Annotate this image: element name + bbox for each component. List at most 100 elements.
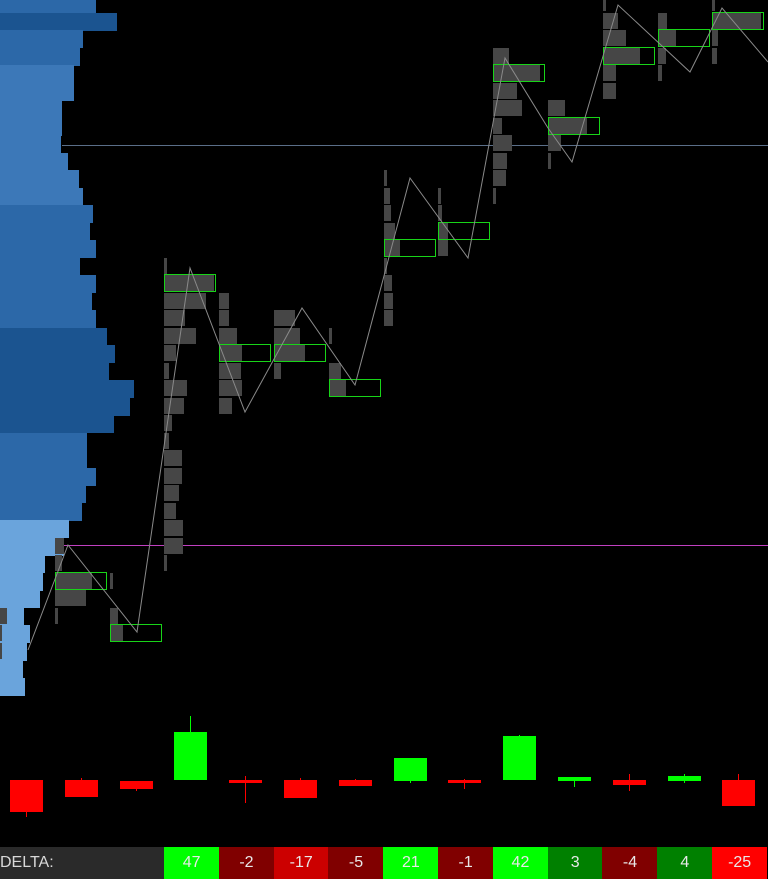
volume-bar xyxy=(219,380,243,396)
profile-bar xyxy=(0,537,64,556)
volume-bar xyxy=(383,257,387,274)
volume-bar xyxy=(712,30,718,46)
volume-bar xyxy=(657,65,662,81)
volume-bar xyxy=(54,555,63,571)
volume-bar xyxy=(109,607,119,624)
volume-bar xyxy=(438,205,442,221)
volume-bar xyxy=(164,555,168,571)
volume-bar xyxy=(602,47,641,64)
volume-bar xyxy=(274,310,295,326)
profile-bar xyxy=(0,12,117,31)
volume-bar xyxy=(328,327,332,344)
profile-bar xyxy=(0,450,87,468)
volume-bar xyxy=(164,520,184,536)
down-candle xyxy=(722,780,756,806)
volume-bar xyxy=(602,65,616,81)
profile-bar xyxy=(0,677,25,696)
volume-bar xyxy=(54,607,58,624)
volume-bar xyxy=(548,117,587,134)
volume-bar xyxy=(493,152,508,169)
poc-highlight xyxy=(274,344,326,362)
poc-highlight xyxy=(219,344,272,362)
profile-bar xyxy=(0,502,82,521)
profile-bar xyxy=(0,397,130,416)
volume-bar xyxy=(712,0,716,11)
poc-highlight xyxy=(54,571,107,590)
profile-bar xyxy=(0,642,27,661)
volume-bar xyxy=(0,607,7,624)
profile-bar xyxy=(0,520,69,538)
up-candle xyxy=(174,732,208,780)
poc-highlight xyxy=(109,624,162,642)
down-candle xyxy=(338,780,372,786)
profile-bar xyxy=(0,555,45,573)
profile-bar xyxy=(0,170,79,188)
delta-value: 21 xyxy=(383,847,439,879)
volume-bar xyxy=(219,310,230,326)
volume-bar xyxy=(164,362,169,379)
profile-bar xyxy=(0,240,96,258)
volume-bar xyxy=(164,310,186,326)
up-candle xyxy=(558,777,591,781)
volume-bar xyxy=(164,450,182,466)
volume-bar xyxy=(274,362,281,379)
volume-bar xyxy=(54,572,93,589)
delta-value: 42 xyxy=(492,847,549,879)
volume-bar xyxy=(493,170,507,186)
volume-bar xyxy=(493,65,541,81)
delta-row: DELTA: 47 -2 -17 -5 21 -1 42 3 -4 4 -25 xyxy=(0,847,768,879)
down-candle xyxy=(64,780,98,797)
candle-wick xyxy=(245,776,247,803)
volume-bar xyxy=(54,590,86,606)
volume-bar xyxy=(274,345,305,361)
volume-bar xyxy=(383,310,394,326)
volume-bar xyxy=(164,502,177,519)
poc-highlight xyxy=(657,29,710,47)
down-candle xyxy=(229,780,263,783)
delta-value: -25 xyxy=(712,847,768,879)
volume-bar xyxy=(164,467,182,484)
profile-bar xyxy=(0,257,80,276)
delta-value: 4 xyxy=(657,847,713,879)
volume-bar xyxy=(657,47,667,64)
volume-bar xyxy=(493,187,497,204)
delta-value: -5 xyxy=(328,847,384,879)
volume-bar xyxy=(383,222,395,239)
up-candle xyxy=(667,776,701,781)
profile-bar xyxy=(0,625,30,643)
volume-bar xyxy=(219,362,242,379)
volume-bar xyxy=(109,625,123,641)
profile-bar xyxy=(0,467,96,486)
profile-bar xyxy=(0,187,83,206)
volume-bar xyxy=(493,100,522,116)
volume-bar xyxy=(219,345,243,361)
poc-highlight xyxy=(548,116,600,135)
profile-bar xyxy=(0,327,107,346)
down-candle xyxy=(284,780,317,798)
volume-bar xyxy=(602,82,616,99)
volume-bar xyxy=(0,642,3,659)
down-candle xyxy=(448,780,482,783)
volume-bar xyxy=(328,362,341,379)
volume-bar xyxy=(0,625,3,641)
volume-bar xyxy=(164,257,168,274)
profile-bar xyxy=(0,65,74,83)
volume-bar xyxy=(657,12,668,29)
profile-bar xyxy=(0,30,83,48)
profile-bar xyxy=(0,660,23,678)
volume-bar xyxy=(438,222,449,239)
volume-bar xyxy=(493,135,512,151)
volume-bar xyxy=(383,187,391,204)
delta-value: 3 xyxy=(547,847,603,879)
profile-bar xyxy=(0,135,61,153)
poc-highlight xyxy=(383,239,436,257)
volume-bar xyxy=(164,380,188,396)
profile-bar xyxy=(0,100,62,118)
poc-highlight xyxy=(164,274,217,292)
delta-value: -4 xyxy=(602,847,658,879)
profile-bar xyxy=(0,292,92,311)
volume-bar xyxy=(164,432,169,449)
volume-bar xyxy=(164,415,173,431)
volume-bar xyxy=(383,275,393,291)
